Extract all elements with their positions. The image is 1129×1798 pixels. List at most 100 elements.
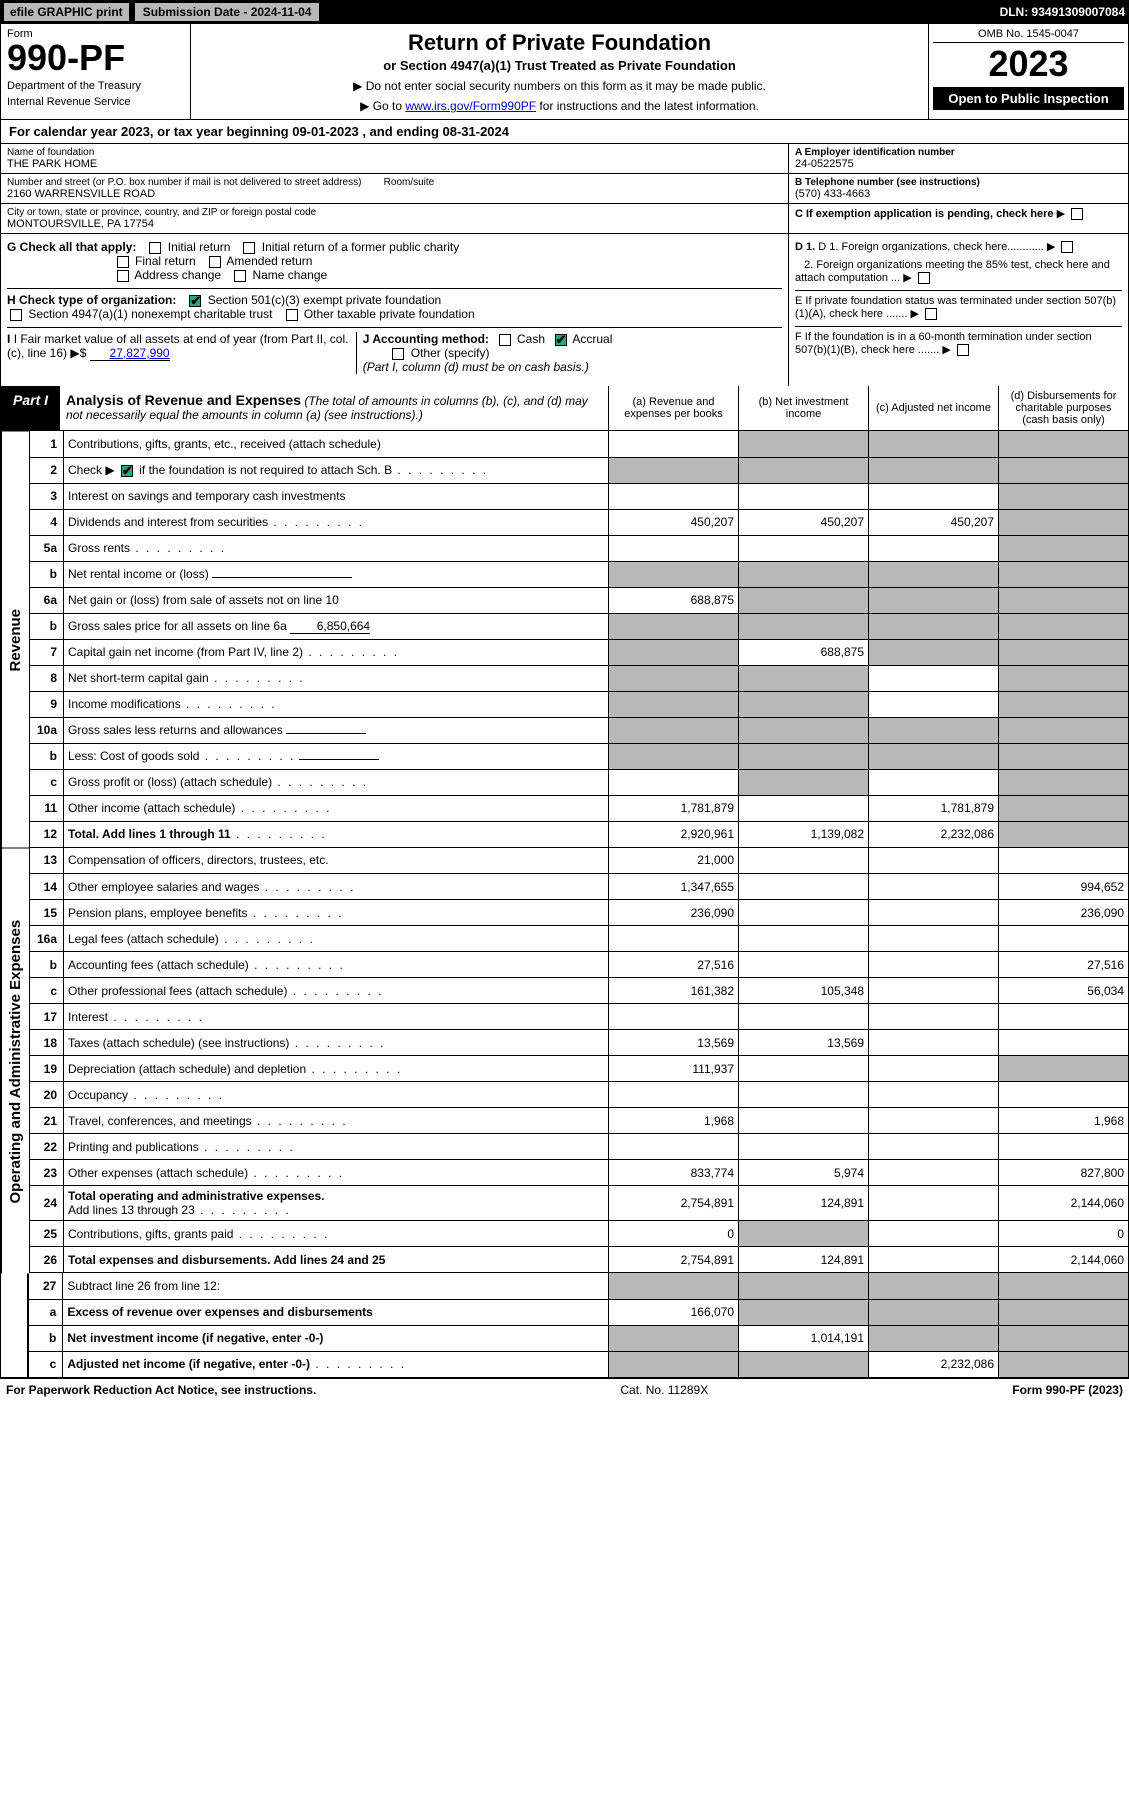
h-label: H Check type of organization: — [7, 293, 176, 307]
f-text: F If the foundation is in a 60-month ter… — [795, 331, 1092, 356]
r12-d: Total. Add lines 1 through 11 — [68, 827, 231, 841]
part1-title: Analysis of Revenue and Expenses — [66, 392, 301, 408]
section-g-h: G Check all that apply: Initial return I… — [0, 234, 1129, 386]
h-row: H Check type of organization: Section 50… — [7, 288, 782, 321]
d1-text: D 1. Foreign organizations, check here..… — [818, 241, 1044, 253]
row-26: 26Total expenses and disbursements. Add … — [30, 1247, 1129, 1273]
row-14: 14Other employee salaries and wages1,347… — [30, 874, 1129, 900]
row-7: 7Capital gain net income (from Part IV, … — [30, 639, 1129, 665]
name-cell: Name of foundation THE PARK HOME — [1, 144, 788, 174]
g-label: G Check all that apply: — [7, 240, 136, 254]
h-other-checkbox[interactable] — [286, 309, 298, 321]
header-left: Form 990-PF Department of the Treasury I… — [1, 24, 191, 119]
row-12: 12Total. Add lines 1 through 112,920,961… — [30, 821, 1129, 847]
tel-value: (570) 433-4663 — [795, 188, 1122, 200]
row-27b: bNet investment income (if negative, ent… — [29, 1325, 1129, 1351]
i-text: I Fair market value of all assets at end… — [7, 332, 348, 360]
tel-label: B Telephone number (see instructions) — [795, 177, 980, 188]
row-4: 4Dividends and interest from securities4… — [30, 509, 1129, 535]
efile-label: efile GRAPHIC print — [4, 3, 129, 21]
ein-value: 24-0522575 — [795, 158, 1122, 170]
r10c-d: Gross profit or (loss) (attach schedule) — [68, 775, 272, 789]
row-19: 19Depreciation (attach schedule) and dep… — [30, 1056, 1129, 1082]
h-4947: Section 4947(a)(1) nonexempt charitable … — [28, 307, 272, 321]
g-address: Address change — [134, 268, 221, 282]
g-initial-checkbox[interactable] — [149, 242, 161, 254]
footer-left: For Paperwork Reduction Act Notice, see … — [6, 1383, 316, 1397]
h-4947-checkbox[interactable] — [10, 309, 22, 321]
g-name-checkbox[interactable] — [234, 270, 246, 282]
row-21: 21Travel, conferences, and meetings1,968… — [30, 1108, 1129, 1134]
row-13: 13Compensation of officers, directors, t… — [30, 848, 1129, 874]
row-23: 23Other expenses (attach schedule)833,77… — [30, 1160, 1129, 1186]
i-value[interactable]: 27,827,990 — [90, 346, 170, 361]
calendar-year: For calendar year 2023, or tax year begi… — [0, 120, 1129, 144]
instr2-pre: ▶ Go to — [360, 99, 405, 113]
r8-d: Net short-term capital gain — [68, 671, 209, 685]
gh-left: G Check all that apply: Initial return I… — [1, 234, 788, 386]
line27-table: 27Subtract line 26 from line 12: aExcess… — [28, 1273, 1129, 1378]
form-header: Form 990-PF Department of the Treasury I… — [0, 24, 1129, 120]
d2-checkbox[interactable] — [918, 272, 930, 284]
r24-d2: Add lines 13 through 23 — [68, 1203, 195, 1217]
expenses-section: Operating and Administrative Expenses 13… — [0, 848, 1129, 1274]
foundation-name: THE PARK HOME — [7, 158, 782, 170]
expenses-side-label: Operating and Administrative Expenses — [1, 848, 29, 1274]
tax-year: 2023 — [933, 43, 1124, 85]
d2-text: 2. Foreign organizations meeting the 85%… — [795, 259, 1110, 284]
ij-row: I I Fair market value of all assets at e… — [7, 327, 782, 374]
g-amended: Amended return — [226, 254, 312, 268]
r27b-d: Net investment income (if negative, ente… — [67, 1331, 323, 1345]
name-label: Name of foundation — [7, 147, 782, 158]
part1-label: Part I — [1, 386, 60, 430]
header-right: OMB No. 1545-0047 2023 Open to Public In… — [928, 24, 1128, 119]
g-row: G Check all that apply: Initial return I… — [7, 240, 782, 282]
part1-header: Part I Analysis of Revenue and Expenses … — [0, 386, 1129, 431]
row-16a: 16aLegal fees (attach schedule) — [30, 926, 1129, 952]
tel-cell: B Telephone number (see instructions) (5… — [788, 174, 1128, 204]
r7-d: Capital gain net income (from Part IV, l… — [68, 645, 303, 659]
row-16b: bAccounting fees (attach schedule)27,516… — [30, 952, 1129, 978]
r19-d: Depreciation (attach schedule) and deple… — [68, 1062, 306, 1076]
ein-label: A Employer identification number — [795, 147, 955, 158]
i-label: I — [7, 332, 10, 346]
g-final-checkbox[interactable] — [117, 256, 129, 268]
form-subtitle: or Section 4947(a)(1) Trust Treated as P… — [201, 58, 918, 73]
g-initial-former-checkbox[interactable] — [243, 242, 255, 254]
r21-d: Travel, conferences, and meetings — [68, 1114, 252, 1128]
revenue-table: 1Contributions, gifts, grants, etc., rec… — [29, 431, 1129, 848]
schb-checkbox[interactable] — [121, 465, 133, 477]
dln-label: DLN: 93491309007084 — [1000, 5, 1125, 19]
d1-checkbox[interactable] — [1061, 241, 1073, 253]
form990pf-link[interactable]: www.irs.gov/Form990PF — [405, 99, 536, 113]
g-initial: Initial return — [168, 240, 231, 254]
g-amended-checkbox[interactable] — [209, 256, 221, 268]
row-27c: cAdjusted net income (if negative, enter… — [29, 1351, 1129, 1377]
g-name: Name change — [252, 268, 327, 282]
j-accrual-checkbox[interactable] — [555, 334, 567, 346]
g-initial-former: Initial return of a former public charit… — [262, 240, 459, 254]
c-label: C If exemption application is pending, c… — [795, 208, 1054, 220]
e-checkbox[interactable] — [925, 308, 937, 320]
j-other-checkbox[interactable] — [392, 348, 404, 360]
j-cash: Cash — [517, 332, 545, 346]
g-address-checkbox[interactable] — [117, 270, 129, 282]
r16a-d: Legal fees (attach schedule) — [68, 932, 219, 946]
r2-pre: Check ▶ — [68, 463, 115, 477]
col-a: (a) Revenue and expenses per books — [608, 386, 738, 430]
r5a-d: Gross rents — [68, 541, 130, 555]
r17-d: Interest — [68, 1010, 108, 1024]
instr2-post: for instructions and the latest informat… — [536, 99, 759, 113]
irs-label: Internal Revenue Service — [7, 96, 184, 108]
f-checkbox[interactable] — [957, 344, 969, 356]
c-checkbox[interactable] — [1071, 208, 1083, 220]
row-5a: 5aGross rents — [30, 535, 1129, 561]
row-3: 3Interest on savings and temporary cash … — [30, 483, 1129, 509]
form-title: Return of Private Foundation — [201, 30, 918, 56]
j-other: Other (specify) — [411, 346, 490, 360]
instr-2: ▶ Go to www.irs.gov/Form990PF for instru… — [201, 99, 918, 113]
j-cash-checkbox[interactable] — [499, 334, 511, 346]
h-501c3-checkbox[interactable] — [189, 295, 201, 307]
ein-cell: A Employer identification number 24-0522… — [788, 144, 1128, 174]
r26-d: Total expenses and disbursements. Add li… — [68, 1253, 385, 1267]
